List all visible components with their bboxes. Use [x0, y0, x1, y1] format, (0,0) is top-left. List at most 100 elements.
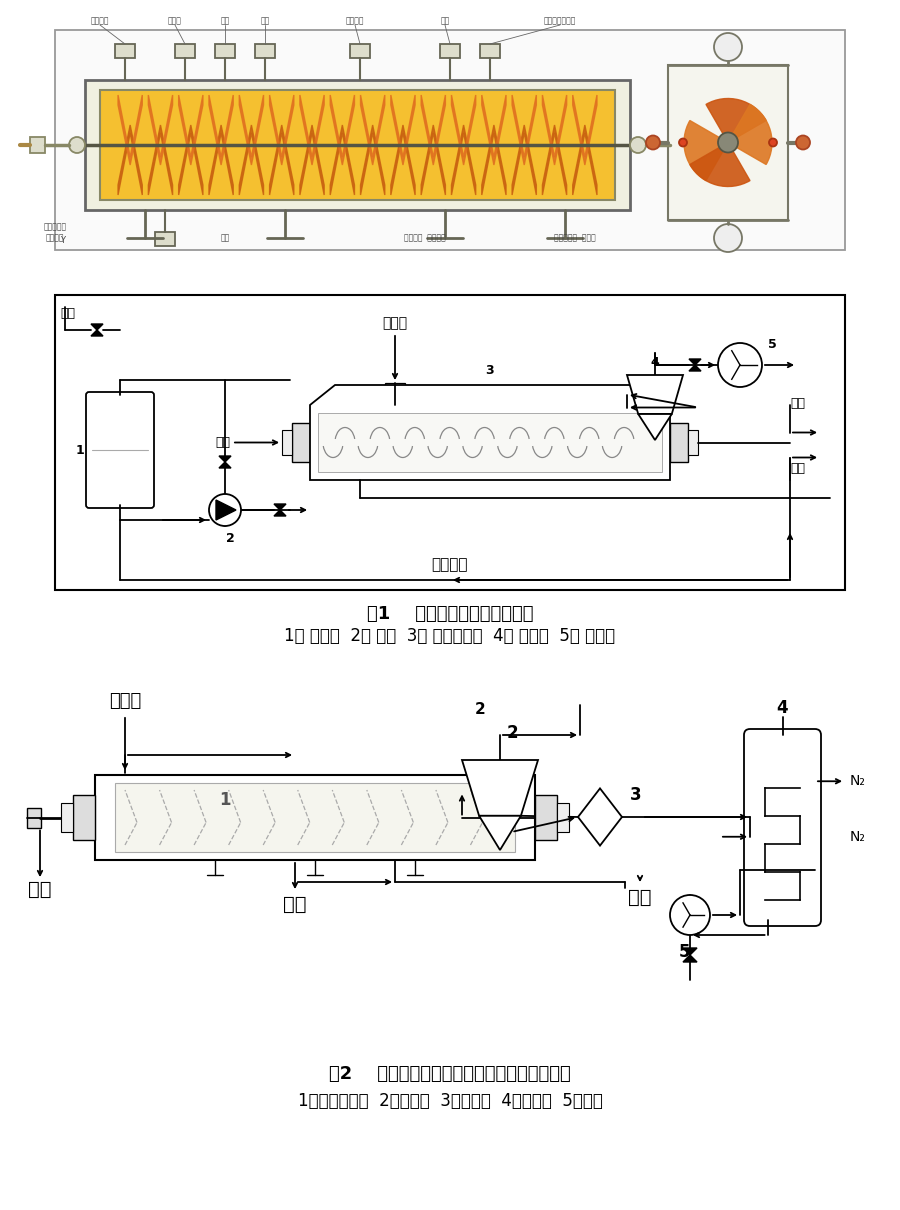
Text: 1: 1: [220, 791, 230, 809]
Polygon shape: [118, 125, 142, 195]
Polygon shape: [300, 125, 324, 195]
Text: 鼓气出口: 鼓气出口: [346, 16, 365, 25]
Text: 产品: 产品: [790, 462, 805, 476]
Polygon shape: [118, 96, 142, 165]
Bar: [350, 44, 370, 58]
Bar: [535, 795, 557, 840]
Polygon shape: [239, 125, 264, 195]
Circle shape: [630, 137, 646, 152]
Bar: [255, 44, 275, 58]
FancyBboxPatch shape: [86, 392, 154, 508]
Text: 2: 2: [474, 703, 485, 718]
Text: 鼓气入口: 鼓气入口: [91, 16, 109, 25]
Text: 人孔: 人孔: [220, 16, 230, 25]
Text: 人孔: 人孔: [440, 16, 450, 25]
Polygon shape: [512, 125, 536, 195]
Text: 湿物料: 湿物料: [382, 316, 408, 330]
Bar: [175, 44, 195, 58]
Bar: [215, 44, 235, 58]
Text: N₂: N₂: [850, 774, 866, 788]
Polygon shape: [209, 96, 233, 165]
Bar: [55, 295, 845, 590]
Circle shape: [718, 133, 738, 152]
Bar: [670, 424, 688, 462]
Text: 5: 5: [680, 943, 691, 961]
Bar: [61, 803, 73, 832]
Bar: [85, 80, 630, 211]
Polygon shape: [361, 125, 385, 195]
Polygon shape: [274, 505, 286, 509]
Text: 2: 2: [226, 532, 234, 544]
Text: N₂: N₂: [850, 830, 866, 843]
Wedge shape: [728, 104, 772, 165]
FancyBboxPatch shape: [744, 728, 821, 926]
Wedge shape: [684, 121, 728, 180]
Polygon shape: [310, 385, 670, 480]
Polygon shape: [638, 414, 671, 440]
Polygon shape: [270, 96, 293, 165]
Polygon shape: [179, 96, 203, 165]
Polygon shape: [512, 96, 536, 165]
Polygon shape: [482, 96, 506, 165]
Text: 蒸汽: 蒸汽: [28, 880, 52, 899]
Text: 湿物料: 湿物料: [109, 692, 141, 710]
Text: 图1    以热水为加热介质的流程: 图1 以热水为加热介质的流程: [367, 605, 533, 623]
Circle shape: [670, 895, 710, 935]
Text: 4: 4: [651, 357, 660, 369]
Bar: [155, 232, 175, 246]
Bar: [30, 137, 45, 152]
Polygon shape: [179, 125, 203, 195]
Bar: [95, 774, 535, 860]
Circle shape: [769, 138, 777, 146]
Text: Y: Y: [60, 236, 65, 244]
Text: 空气: 空气: [790, 397, 805, 410]
Bar: [100, 90, 615, 200]
Circle shape: [714, 224, 742, 252]
Bar: [557, 803, 569, 832]
Polygon shape: [543, 125, 567, 195]
Text: 产品: 产品: [284, 895, 307, 914]
Polygon shape: [421, 125, 446, 195]
Polygon shape: [330, 96, 355, 165]
Wedge shape: [690, 143, 750, 186]
Polygon shape: [689, 359, 701, 365]
Text: 1: 1: [76, 444, 84, 456]
Text: 1－桨叶干燥器  2－除尘器  3－加热器  4－冷凝器  5－风机: 1－桨叶干燥器 2－除尘器 3－加热器 4－冷凝器 5－风机: [298, 1091, 602, 1110]
Circle shape: [679, 138, 687, 146]
Polygon shape: [482, 125, 506, 195]
Text: 凝液: 凝液: [628, 888, 652, 908]
Polygon shape: [270, 125, 293, 195]
Polygon shape: [91, 330, 103, 336]
Polygon shape: [683, 947, 697, 955]
Polygon shape: [239, 96, 264, 165]
Polygon shape: [683, 955, 697, 962]
Polygon shape: [689, 365, 701, 371]
Text: 4: 4: [777, 699, 788, 718]
Text: 产品出口  截断接头: 产品出口 截断接头: [404, 234, 446, 242]
Circle shape: [69, 137, 85, 152]
Polygon shape: [452, 125, 476, 195]
Polygon shape: [148, 125, 173, 195]
Polygon shape: [361, 96, 385, 165]
Circle shape: [796, 136, 810, 150]
Bar: [92, 446, 148, 502]
Polygon shape: [543, 96, 567, 165]
Polygon shape: [462, 760, 538, 816]
Polygon shape: [479, 816, 521, 849]
Bar: [670, 137, 685, 152]
Bar: [115, 783, 515, 852]
Bar: [27, 807, 41, 828]
Bar: [73, 795, 95, 840]
Polygon shape: [572, 125, 597, 195]
Text: 3: 3: [486, 363, 494, 376]
Polygon shape: [216, 500, 236, 520]
Wedge shape: [706, 98, 766, 143]
Polygon shape: [91, 324, 103, 330]
Circle shape: [714, 33, 742, 61]
Polygon shape: [572, 96, 597, 165]
Text: 1－ 热水槽  2－ 水泵  3－ 桨叶干燥器  4－ 除尘器  5－ 引风机: 1－ 热水槽 2－ 水泵 3－ 桨叶干燥器 4－ 除尘器 5－ 引风机: [284, 627, 616, 645]
Text: 进料口: 进料口: [168, 16, 182, 25]
Text: 热介质入口
截断接头: 热介质入口 截断接头: [43, 223, 67, 242]
Text: 5: 5: [768, 339, 777, 351]
Polygon shape: [148, 96, 173, 165]
